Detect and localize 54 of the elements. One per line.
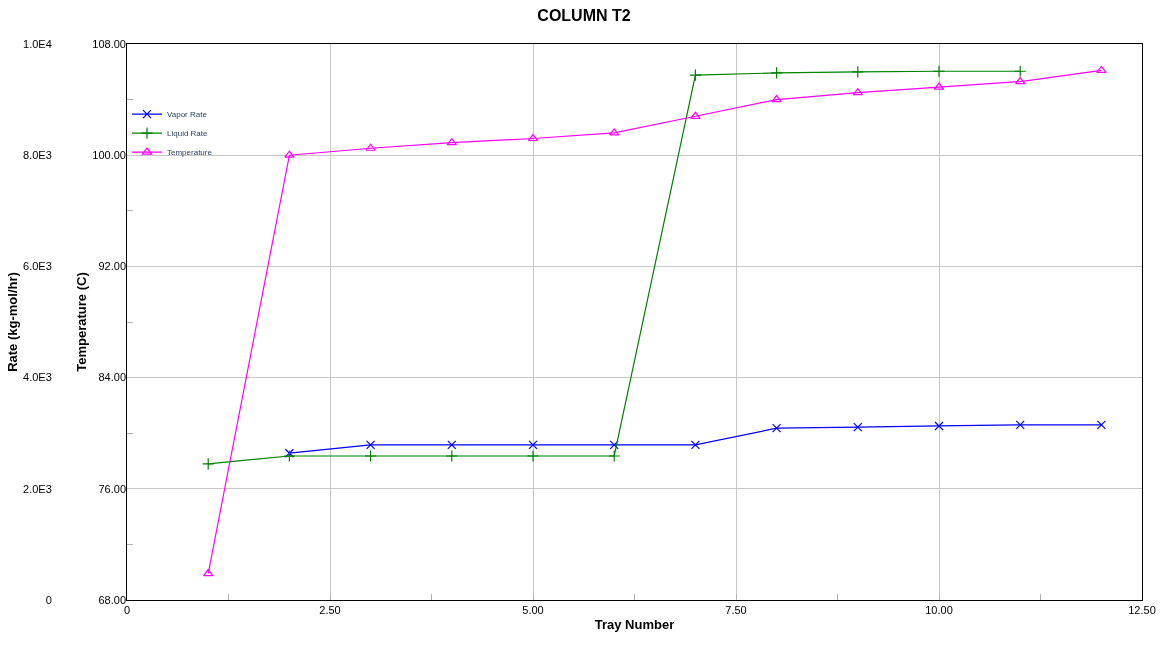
point [932, 65, 946, 78]
y-tick-label: 2.0E3 [23, 482, 52, 495]
y2-tick-label: 84.00 [98, 371, 126, 384]
x-tick-label: 5.00 [522, 604, 544, 617]
point [365, 143, 376, 151]
point [364, 449, 377, 463]
point [690, 440, 700, 450]
point [851, 65, 864, 78]
point [689, 68, 702, 82]
point [1096, 420, 1106, 430]
x-tick-label: 10.00 [925, 604, 953, 617]
y-tick-label: 1.0E4 [23, 37, 52, 50]
point [366, 440, 376, 450]
legend-label: Liquid Rate [167, 129, 209, 139]
y-tick-label: 4.0E3 [23, 371, 52, 384]
y2-tick-label: 92.00 [98, 260, 126, 273]
chart-title: COLUMN T2 [537, 6, 631, 24]
point [1014, 65, 1027, 78]
x-tick-label: 7.50 [725, 604, 747, 617]
point [528, 440, 538, 450]
legend-label: Temperature [167, 148, 213, 158]
point [447, 440, 457, 450]
y-axis-title: Rate (kg-mol/hr) [5, 272, 20, 372]
point [772, 423, 782, 433]
point [1014, 76, 1026, 85]
point [283, 449, 296, 463]
point [526, 449, 540, 463]
point [934, 421, 944, 431]
y2-tick-label: 76.00 [98, 482, 126, 495]
y2-tick-label: 100.00 [92, 149, 126, 162]
x-tick-label: 12.50 [1128, 604, 1156, 617]
point [527, 133, 539, 142]
point [608, 449, 621, 463]
point [609, 440, 619, 450]
x-tick-label: 2.50 [319, 604, 341, 617]
point [445, 449, 458, 463]
point [1015, 420, 1025, 430]
point [1096, 65, 1107, 74]
y2-tick-label: 68.00 [98, 593, 126, 606]
point [202, 568, 214, 577]
y-tick-label: 8.0E3 [23, 149, 52, 162]
x-tick-label: 0 [123, 604, 131, 617]
point [853, 422, 863, 432]
x-axis-title: Tray Number [594, 616, 675, 632]
point [284, 150, 295, 158]
point [770, 66, 783, 80]
point [690, 111, 701, 119]
y2-axis-title: Temperature (C) [74, 272, 90, 372]
point [771, 95, 782, 103]
point [202, 457, 215, 470]
y-tick-label: 6.0E3 [23, 260, 52, 273]
y2-tick-label: 108.00 [92, 37, 126, 50]
legend-label: Vapor Rate [167, 110, 208, 120]
y-tick-label: 0 [45, 593, 52, 606]
